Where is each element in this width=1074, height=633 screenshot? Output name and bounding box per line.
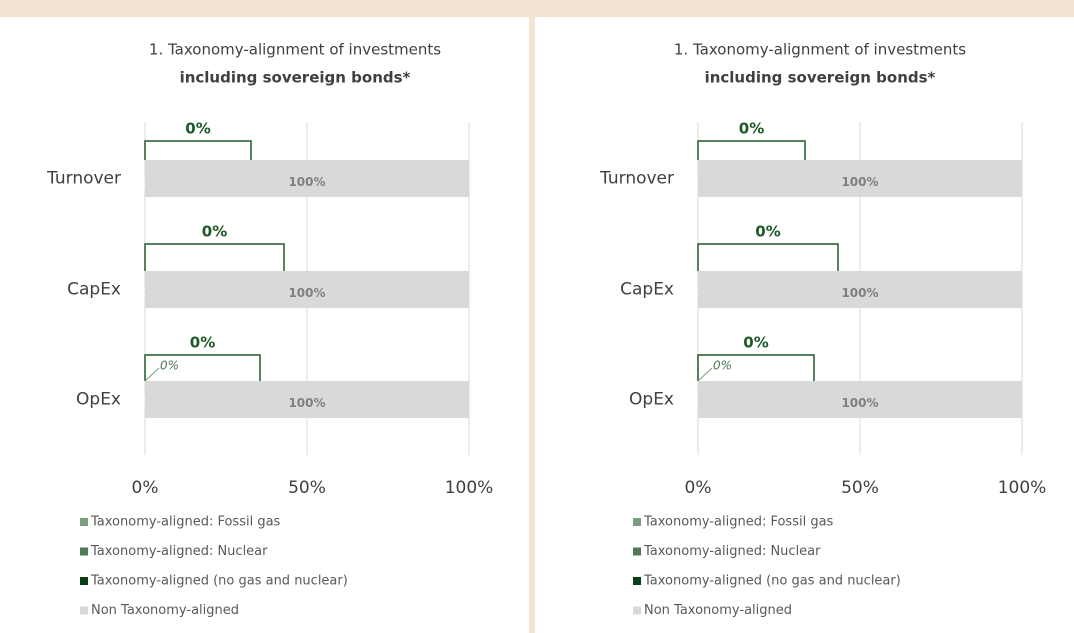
- legend-label: Non Taxonomy-aligned: [91, 603, 239, 618]
- bar-segment: [145, 271, 469, 308]
- x-tick-label: 50%: [288, 478, 326, 498]
- x-tick-label: 0%: [132, 478, 159, 498]
- callout-label: 0%: [713, 359, 732, 373]
- legend-swatch: [80, 518, 88, 526]
- bracket-label: 0%: [185, 120, 210, 138]
- x-tick-label: 100%: [445, 478, 494, 498]
- legend-label: Taxonomy-aligned (no gas and nuclear): [643, 574, 901, 589]
- data-label: 100%: [841, 396, 878, 410]
- y-tick-label: OpEx: [629, 390, 674, 410]
- callout-line: [697, 367, 713, 382]
- bracket: [144, 354, 261, 381]
- legend-swatch: [633, 547, 641, 556]
- legend-label: Taxonomy-aligned: Fossil gas: [643, 515, 834, 530]
- chart-subtitle: including sovereign bonds*: [705, 69, 936, 87]
- x-tick-label: 0%: [685, 478, 712, 498]
- bar-segment: [145, 160, 469, 197]
- data-label: 100%: [841, 286, 878, 300]
- y-tick-label: CapEx: [67, 280, 121, 300]
- data-label: 100%: [288, 175, 325, 189]
- data-label: 100%: [288, 396, 325, 410]
- legend-swatch: [80, 547, 88, 556]
- bracket: [697, 243, 839, 271]
- legend-swatch: [633, 606, 641, 615]
- bracket-label: 0%: [743, 334, 768, 352]
- bracket: [697, 140, 806, 160]
- legend-swatch: [80, 577, 88, 585]
- bracket-label: 0%: [755, 223, 780, 241]
- bar-segment: [698, 271, 1022, 308]
- y-tick-label: Turnover: [599, 169, 674, 189]
- y-tick-label: Turnover: [46, 169, 121, 189]
- chart-title: 1. Taxonomy-alignment of investments: [149, 41, 441, 59]
- bracket-label: 0%: [202, 223, 227, 241]
- panel: [535, 17, 1074, 633]
- y-tick-label: OpEx: [76, 390, 121, 410]
- x-tick-label: 100%: [998, 478, 1047, 498]
- bracket: [697, 354, 815, 381]
- legend-label: Taxonomy-aligned: Fossil gas: [90, 515, 281, 530]
- bracket-label: 0%: [739, 120, 764, 138]
- legend-label: Taxonomy-aligned (no gas and nuclear): [90, 574, 348, 589]
- bracket: [144, 243, 285, 271]
- bar-segment: [698, 160, 1022, 197]
- bar-segment: [698, 381, 1022, 418]
- legend-label: Taxonomy-aligned: Nuclear: [643, 544, 821, 559]
- legend-label: Taxonomy-aligned: Nuclear: [90, 544, 268, 559]
- legend-swatch: [633, 577, 641, 585]
- data-label: 100%: [841, 175, 878, 189]
- x-tick-label: 50%: [841, 478, 879, 498]
- legend-swatch: [633, 518, 641, 526]
- bracket: [144, 140, 252, 160]
- chart-subtitle: including sovereign bonds*: [180, 69, 411, 87]
- callout-line: [144, 367, 160, 382]
- callout-label: 0%: [160, 359, 179, 373]
- panel: [0, 17, 529, 633]
- legend-swatch: [80, 606, 88, 615]
- legend-label: Non Taxonomy-aligned: [644, 603, 792, 618]
- bracket-label: 0%: [190, 334, 215, 352]
- bar-segment: [145, 381, 469, 418]
- y-tick-label: CapEx: [620, 280, 674, 300]
- chart-title: 1. Taxonomy-alignment of investments: [674, 41, 966, 59]
- data-label: 100%: [288, 286, 325, 300]
